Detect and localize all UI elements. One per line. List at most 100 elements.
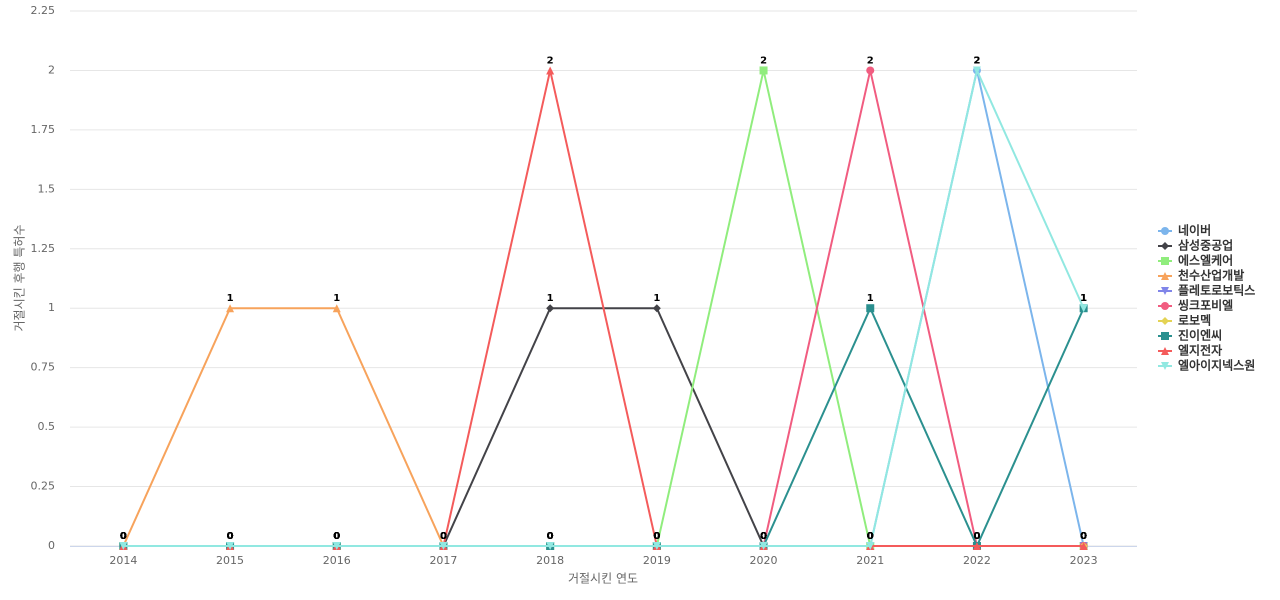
legend-label: 플레토로보틱스: [1178, 283, 1255, 298]
y-tick-label: 2: [48, 63, 55, 76]
y-tick-label: 0.25: [31, 480, 56, 493]
data-label: 0: [547, 531, 554, 542]
marker: [119, 542, 128, 550]
marker: [759, 66, 768, 75]
data-label: 0: [760, 531, 767, 542]
data-label: 0: [760, 531, 767, 542]
data-label: 0: [120, 531, 127, 542]
data-label: 0: [333, 531, 340, 542]
data-label: 0: [1080, 531, 1087, 542]
marker: [546, 66, 555, 75]
marker: [332, 304, 341, 313]
data-label: 1: [653, 293, 660, 304]
marker: [972, 66, 981, 75]
marker: [1161, 272, 1169, 280]
data-label: 0: [547, 531, 554, 542]
marker: [652, 304, 661, 313]
marker: [1161, 317, 1169, 325]
data-label: 0: [120, 531, 127, 542]
legend-label: 엘아이지넥스원: [1178, 358, 1255, 373]
data-label: 0: [867, 531, 874, 542]
y-tick-label: 1: [48, 301, 55, 314]
data-label: 0: [547, 531, 554, 542]
marker: [439, 542, 448, 550]
data-label: 0: [653, 531, 660, 542]
data-label: 0: [547, 531, 554, 542]
marker: [866, 304, 875, 313]
data-label: 0: [973, 531, 980, 542]
marker: [1079, 542, 1088, 550]
legend-item: 삼성중공업: [1158, 238, 1233, 253]
marker: [1161, 227, 1169, 235]
x-tick-label: 2016: [323, 554, 351, 567]
y-tick-label: 1.5: [38, 182, 56, 195]
data-label: 0: [333, 531, 340, 542]
data-label: 0: [440, 531, 447, 542]
legend-item: 천수산업개발: [1158, 268, 1244, 283]
marker: [226, 542, 235, 550]
data-label: 0: [1080, 531, 1087, 542]
data-label: 0: [760, 531, 767, 542]
legend-label: 에스엘케어: [1178, 253, 1233, 268]
data-label: 2: [973, 55, 980, 66]
data-label: 0: [1080, 531, 1087, 542]
data-label: 0: [333, 531, 340, 542]
data-label: 0: [120, 531, 127, 542]
data-label: 0: [760, 531, 767, 542]
data-label: 1: [867, 293, 874, 304]
x-axis-title: 거절시킨 연도: [568, 572, 638, 586]
data-label: 0: [440, 531, 447, 542]
data-label: 0: [973, 531, 980, 542]
data-label: 0: [547, 531, 554, 542]
marker: [1161, 287, 1169, 295]
y-tick-label: 0: [48, 539, 55, 552]
data-label: 0: [440, 531, 447, 542]
data-label: 0: [760, 531, 767, 542]
data-label: 0: [120, 531, 127, 542]
x-tick-label: 2017: [429, 554, 457, 567]
data-label: 0: [973, 531, 980, 542]
legend-label: 엘지전자: [1178, 343, 1222, 358]
data-label: 0: [440, 531, 447, 542]
marker: [759, 542, 768, 550]
marker: [1161, 347, 1169, 355]
data-label: 1: [227, 293, 234, 304]
data-label: 0: [1080, 531, 1087, 542]
y-tick-label: 2.25: [31, 4, 56, 17]
data-label: 0: [440, 531, 447, 542]
data-label: 0: [120, 531, 127, 542]
x-tick-label: 2023: [1070, 554, 1098, 567]
data-label: 0: [120, 531, 127, 542]
data-label: 0: [653, 531, 660, 542]
legend-item: 네이버: [1158, 223, 1211, 238]
legend-label: 삼성중공업: [1178, 238, 1233, 253]
data-label: 0: [1080, 531, 1087, 542]
marker: [546, 304, 555, 313]
data-label: 0: [227, 531, 234, 542]
data-label: 0: [653, 531, 660, 542]
legend-item: 엘아이지넥스원: [1158, 358, 1255, 373]
data-label: 0: [653, 531, 660, 542]
marker: [1079, 304, 1088, 313]
data-label: 1: [1080, 293, 1087, 304]
data-label: 0: [973, 531, 980, 542]
marker: [1161, 257, 1169, 265]
data-label: 0: [547, 531, 554, 542]
data-label: 0: [867, 531, 874, 542]
marker: [332, 542, 341, 550]
marker: [1161, 362, 1169, 370]
data-label: 0: [760, 531, 767, 542]
data-label: 0: [440, 531, 447, 542]
x-tick-label: 2015: [216, 554, 244, 567]
data-label: 0: [440, 531, 447, 542]
data-label: 0: [547, 531, 554, 542]
data-label: 0: [333, 531, 340, 542]
data-label: 0: [653, 531, 660, 542]
x-tick-label: 2019: [643, 554, 671, 567]
data-label: 0: [227, 531, 234, 542]
data-label: 0: [440, 531, 447, 542]
data-label: 0: [973, 531, 980, 542]
legend-label: 씽크포비엘: [1178, 298, 1233, 313]
data-label: 0: [760, 531, 767, 542]
